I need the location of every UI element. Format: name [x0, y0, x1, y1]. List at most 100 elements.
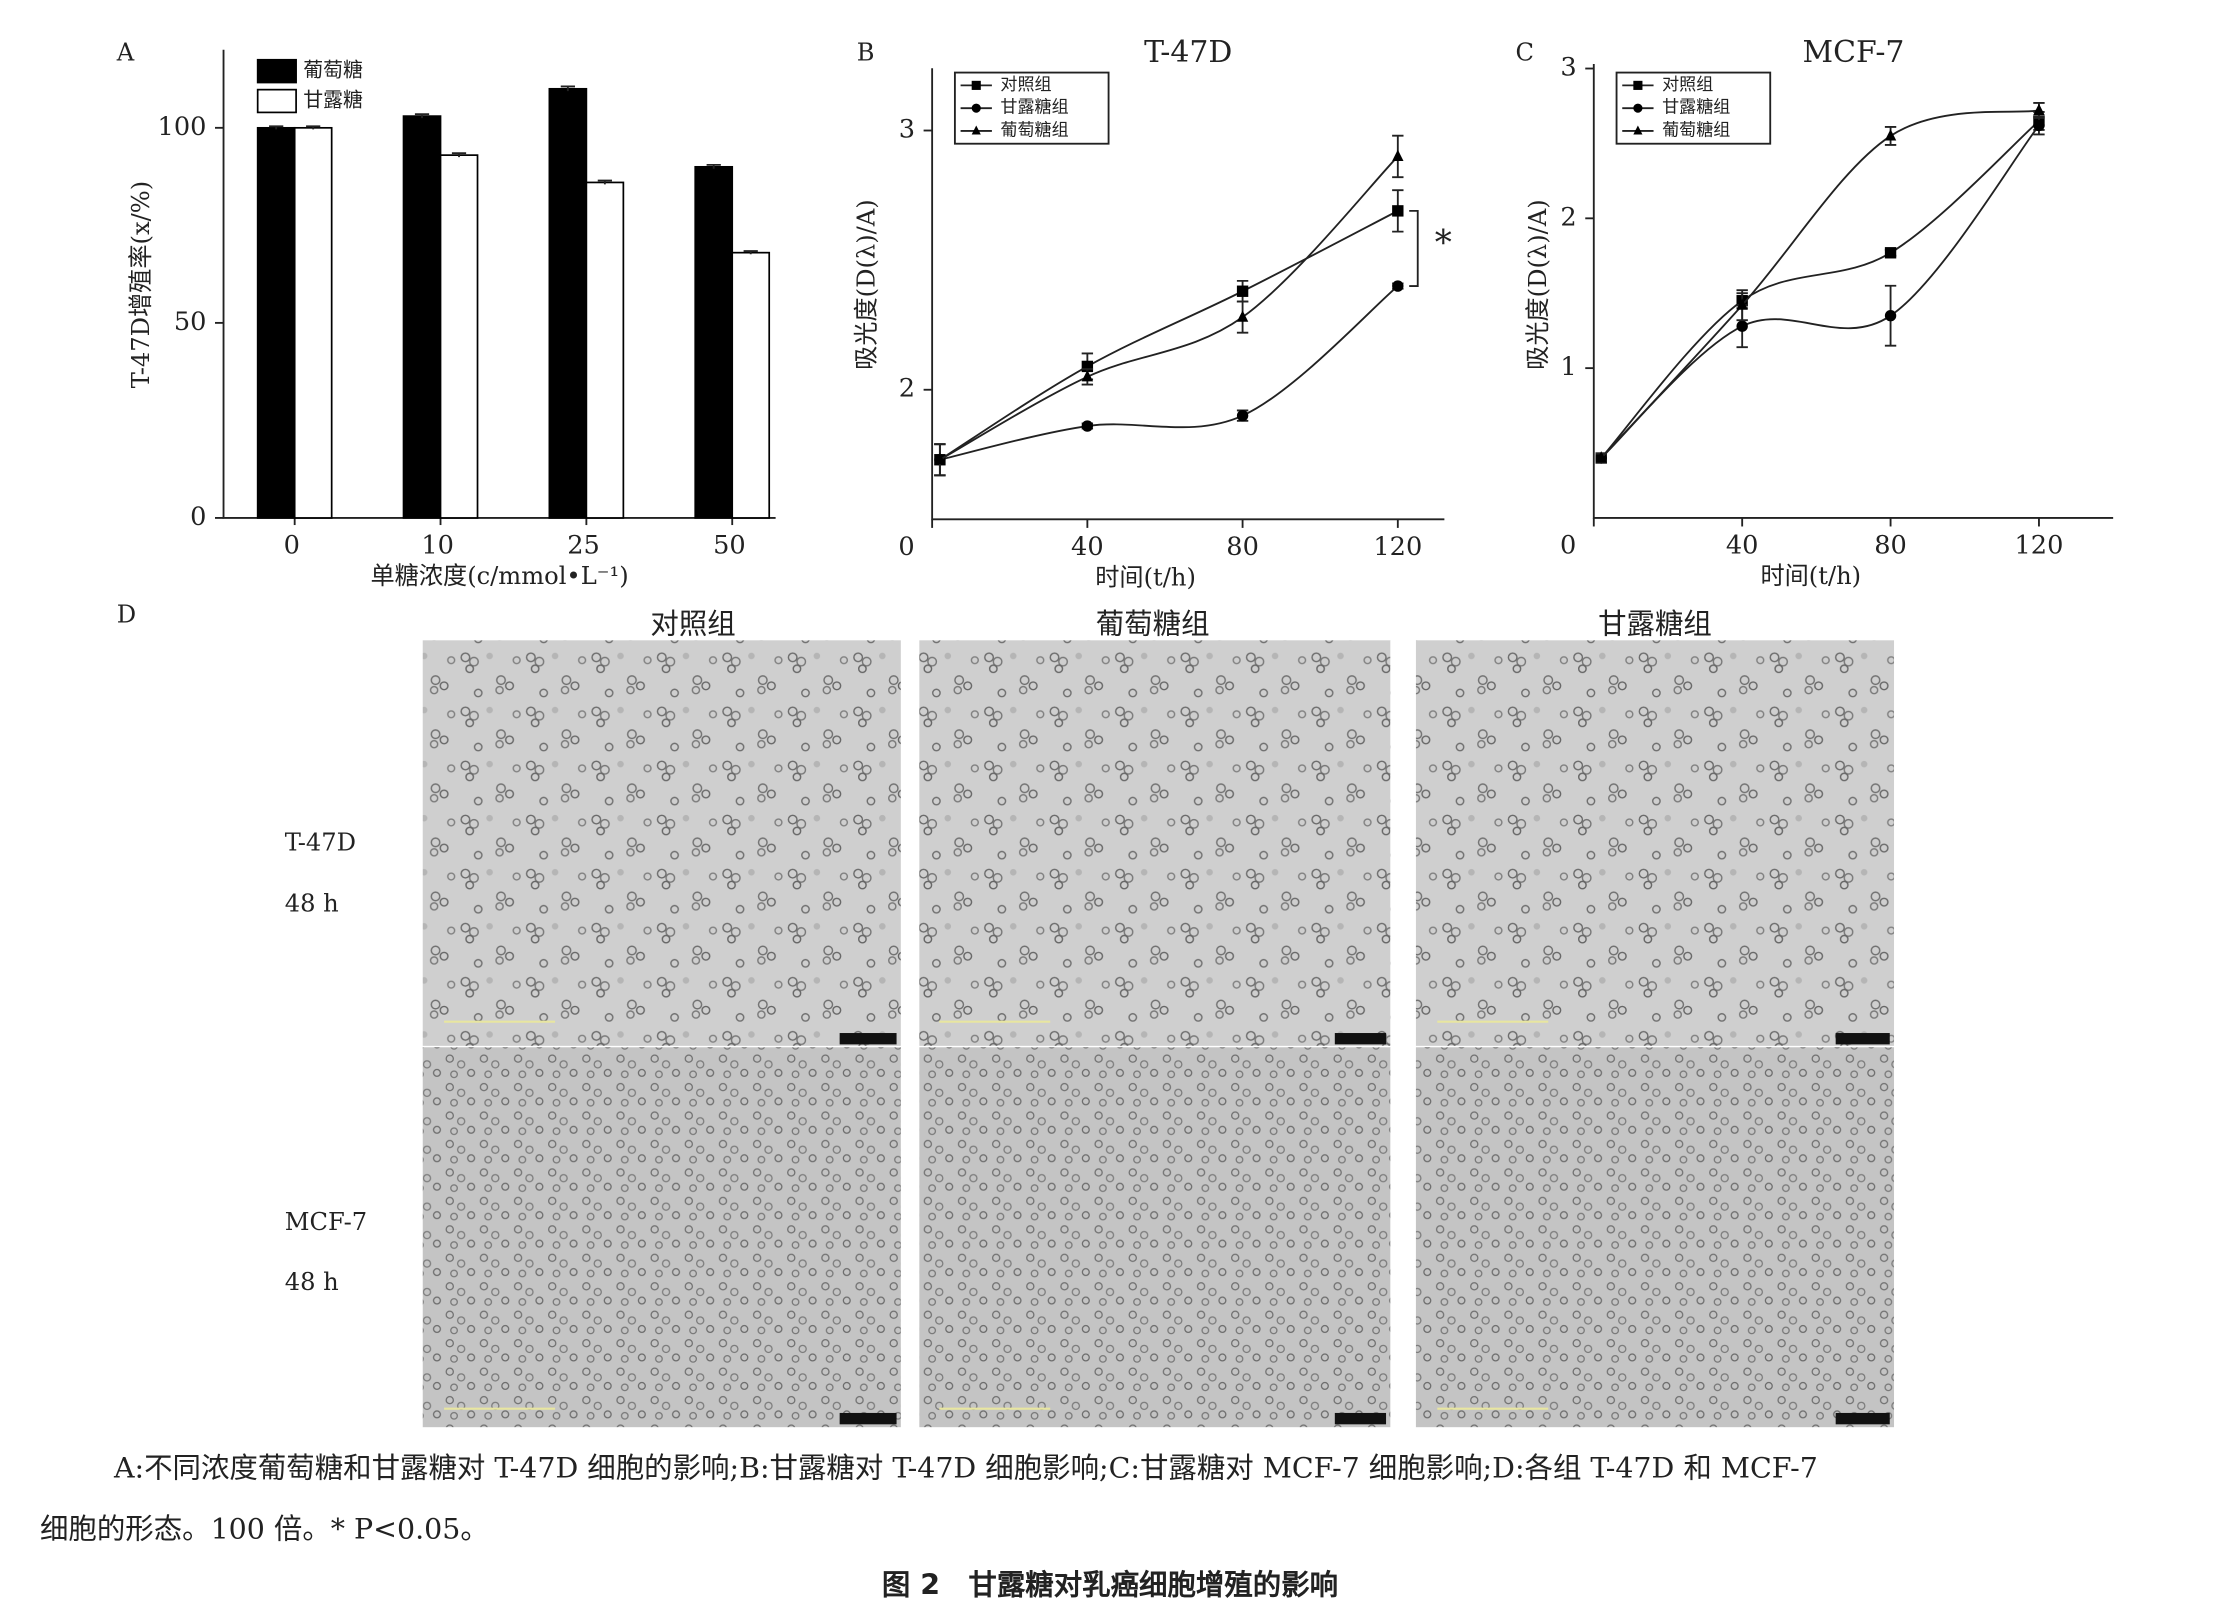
panel-label: D: [117, 601, 136, 629]
marker: [2033, 119, 2045, 132]
legend-box: [953, 71, 1110, 145]
y-axis-label: 吸光度(D(λ)/A): [1524, 199, 1552, 370]
legend-swatch: [256, 88, 297, 114]
x-tick-label: 50: [713, 530, 746, 560]
error-bar: [743, 250, 758, 255]
column-header: 对照组: [650, 608, 735, 641]
legend-marker: [1633, 80, 1643, 90]
legend-label: 甘露糖组: [1000, 98, 1068, 118]
marker: [2033, 103, 2045, 116]
micrograph: [422, 640, 901, 1046]
bar: [731, 251, 771, 519]
caption: 细胞的形态。100 倍。* P<0.05。: [40, 1513, 489, 1546]
column-header: 葡萄糖组: [1096, 608, 1210, 641]
marker: [1595, 451, 1607, 463]
legend-marker: [971, 125, 981, 135]
marker: [1884, 129, 1897, 141]
y-tick-label: 3: [899, 115, 915, 145]
bar: [256, 126, 296, 519]
micrograph: [919, 640, 1391, 1046]
line: [939, 285, 1399, 461]
legend-label: 甘露糖组: [1662, 98, 1730, 118]
error-bar: [306, 125, 321, 130]
x-tick-label: 120: [1373, 532, 1422, 562]
marker: [1736, 298, 1748, 310]
row-time: 48 h: [285, 889, 339, 917]
legend-label: 葡萄糖组: [1662, 120, 1730, 140]
legend-label: 葡萄糖: [303, 59, 363, 82]
error-bar: [269, 125, 284, 130]
error-bar: [597, 179, 612, 185]
column-header: 甘露糖组: [1598, 608, 1712, 641]
y-axis-label: 吸光度(D(λ)/A): [853, 199, 881, 370]
marker: [934, 452, 946, 465]
x-tick-label: 120: [2015, 530, 2064, 560]
x-tick-label: 10: [421, 530, 454, 560]
marker: [1236, 409, 1249, 422]
y-tick-label: 100: [158, 112, 207, 142]
y-tick-label: 0: [190, 502, 206, 532]
legend-label: 甘露糖: [303, 89, 363, 112]
micrograph: [1415, 1047, 1895, 1428]
bar: [585, 181, 625, 519]
micrograph: [422, 1047, 901, 1428]
micrographs: D 对照组 葡萄糖组 甘露糖组 T-47D 48 h MCF-7 48 h: [117, 601, 1895, 1428]
chart-title: T-47D: [1144, 35, 1232, 70]
marker: [1081, 420, 1094, 432]
marker: [1392, 280, 1404, 292]
micrograph: [1415, 640, 1895, 1046]
x-tick-label: 80: [1874, 530, 1907, 560]
panel-label: A: [116, 39, 135, 67]
marker: [1236, 285, 1249, 297]
error-bar: [706, 163, 721, 169]
bar: [548, 87, 588, 519]
line: [939, 210, 1399, 461]
marker: [1081, 369, 1094, 382]
micrograph: [919, 1047, 1391, 1428]
annotation: *: [1435, 224, 1452, 264]
panel-label: C: [1516, 39, 1535, 67]
legend-marker: [971, 80, 981, 90]
y-axis-label: T-47D增殖率(x/%): [127, 181, 155, 388]
bar: [293, 126, 333, 519]
bar: [402, 115, 442, 519]
error-bar: [451, 152, 467, 158]
legend-label: 葡萄糖组: [1000, 120, 1068, 140]
axes: [931, 68, 1445, 521]
bar: [439, 154, 479, 519]
marker: [1392, 149, 1404, 161]
x-tick-label: 80: [1226, 532, 1259, 562]
x-axis-label: 时间(t/h): [1760, 562, 1861, 590]
x-tick-label: 0: [898, 532, 914, 562]
legend-marker: [971, 103, 981, 113]
charts: AT-47D增殖率(x/%)单糖浓度(c/mmol•L⁻¹)050100葡萄糖甘…: [116, 35, 2114, 592]
line: [939, 155, 1399, 461]
marker: [1884, 247, 1897, 259]
scale-bars: [444, 1020, 1549, 1410]
legend-marker: [1633, 103, 1643, 113]
chart-title: MCF-7: [1803, 35, 1905, 70]
line: [1600, 109, 2040, 459]
x-tick-label: 0: [1560, 530, 1576, 560]
y-tick-label: 3: [1560, 53, 1576, 83]
legend-swatch: [256, 58, 297, 84]
caption: A:不同浓度葡萄糖和甘露糖对 T-47D 细胞的影响;B:甘露糖对 T-47D …: [113, 1451, 1818, 1484]
legend-label: 对照组: [1000, 75, 1051, 95]
x-tick-label: 40: [1726, 530, 1759, 560]
y-tick-label: 50: [174, 307, 207, 337]
x-tick-label: 25: [567, 530, 600, 560]
panel-label: B: [857, 39, 875, 67]
marker: [1081, 360, 1094, 373]
line: [1600, 124, 2040, 459]
marker: [1236, 310, 1249, 322]
legend-label: 对照组: [1662, 75, 1713, 95]
marker: [1884, 310, 1897, 322]
x-axis-label: 时间(t/h): [1095, 564, 1196, 592]
x-axis-label: 单糖浓度(c/mmol•L⁻¹): [371, 562, 629, 590]
bar: [694, 165, 734, 519]
x-tick-label: 0: [284, 530, 300, 560]
